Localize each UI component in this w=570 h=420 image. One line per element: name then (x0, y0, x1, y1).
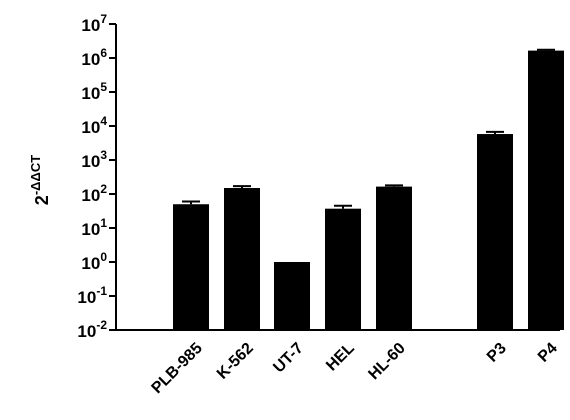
y-tick-label: 105 (81, 80, 107, 103)
y-tick-label: 106 (81, 46, 107, 69)
x-category-label: UT-7 (270, 340, 307, 377)
y-tick-label: 107 (81, 12, 107, 35)
bar-hl-60 (376, 186, 412, 330)
x-category-label: K-562 (214, 340, 257, 383)
y-tick-label: 104 (81, 114, 107, 137)
y-tick-label: 100 (81, 250, 107, 273)
bar-k-562 (224, 188, 260, 330)
y-tick-label: 103 (81, 148, 107, 171)
y-tick-label: 10-1 (77, 284, 107, 307)
bar-plb-985 (173, 204, 209, 330)
x-category-label: HL-60 (365, 340, 409, 384)
x-category-label: P4 (535, 340, 561, 366)
y-axis-label: 2-ΔΔCT (28, 155, 52, 205)
y-tick-label: 102 (81, 182, 107, 205)
bar-ut-7 (274, 262, 310, 330)
x-category-label: P3 (484, 340, 510, 366)
y-tick-label: 101 (81, 216, 107, 239)
bar-p3 (477, 134, 513, 330)
bar-hel (325, 208, 361, 330)
y-tick-label: 10-2 (77, 318, 107, 341)
x-category-label: PLB-985 (149, 340, 206, 397)
x-category-label: HEL (323, 340, 358, 375)
bar-p4 (528, 50, 564, 331)
